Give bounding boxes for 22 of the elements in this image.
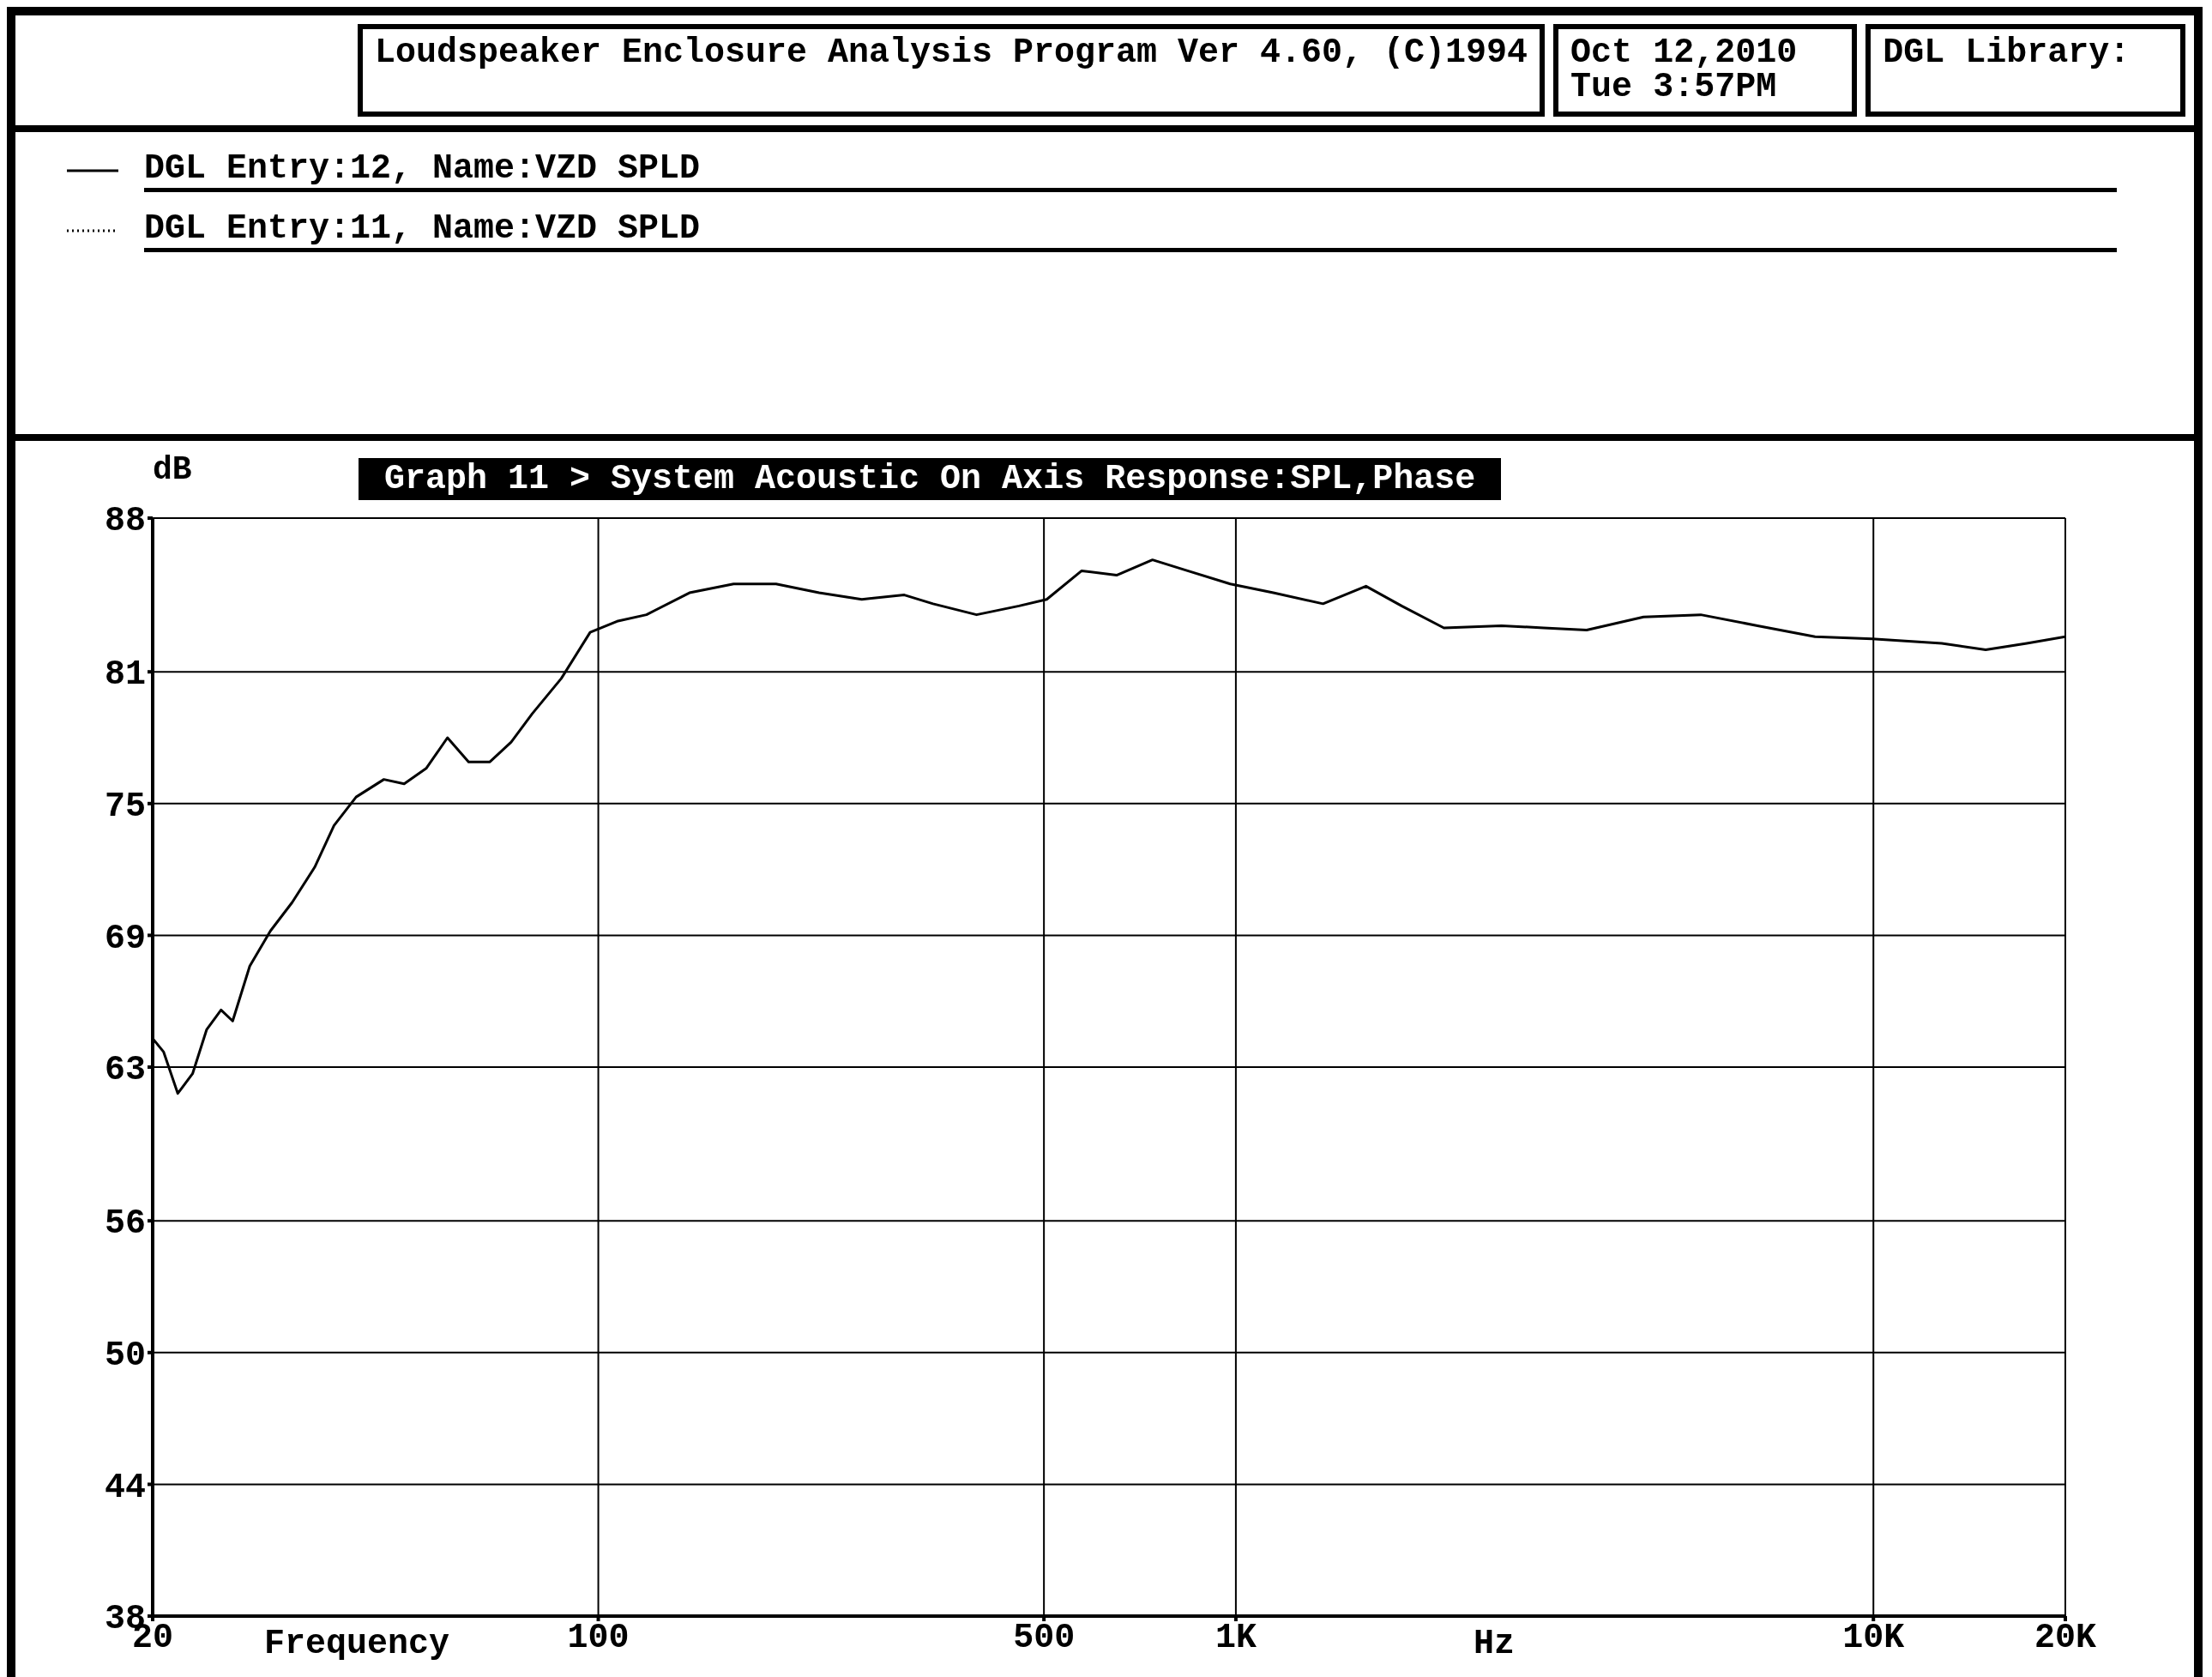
- text: DGL Entry:11, Name:VZD SPLD: [144, 209, 2117, 252]
- x-tick-label: 20K: [2034, 1619, 2097, 1658]
- x-tick-label: 10K: [1842, 1619, 1905, 1658]
- x-axis-title: Frequency: [264, 1625, 450, 1663]
- y-tick-label: 75: [104, 787, 146, 826]
- y-axis-title: dB: [153, 451, 192, 488]
- y-tick-label: 50: [104, 1336, 146, 1375]
- legend-label: DGL Entry:12, Name:VZD SPLD: [144, 149, 2117, 192]
- y-tick-label: 88: [104, 502, 146, 541]
- y-tick-label: 69: [104, 919, 146, 958]
- x-tick-label: 100: [567, 1619, 630, 1658]
- y-tick-label: 44: [104, 1468, 146, 1507]
- y-tick-label: 81: [104, 655, 146, 695]
- text: DGL Library:: [1865, 24, 2185, 117]
- x-tick-label: 500: [1013, 1619, 1076, 1658]
- chart-title: Graph 11 > System Acoustic On Axis Response:SPL,Phase: [359, 458, 1502, 500]
- y-tick-label: 63: [104, 1051, 146, 1090]
- chart-subtitle: Loudspeaker Enclosure Analysis Program Ver 4.60, (C)1994: [357, 24, 1546, 117]
- text: Oct 12,2010 Tue 3:57PM: [1553, 24, 1858, 117]
- x-tick-label: 1K: [1214, 1619, 1257, 1658]
- y-tick-label: 56: [104, 1204, 146, 1244]
- text: Hz: [1474, 1625, 1516, 1663]
